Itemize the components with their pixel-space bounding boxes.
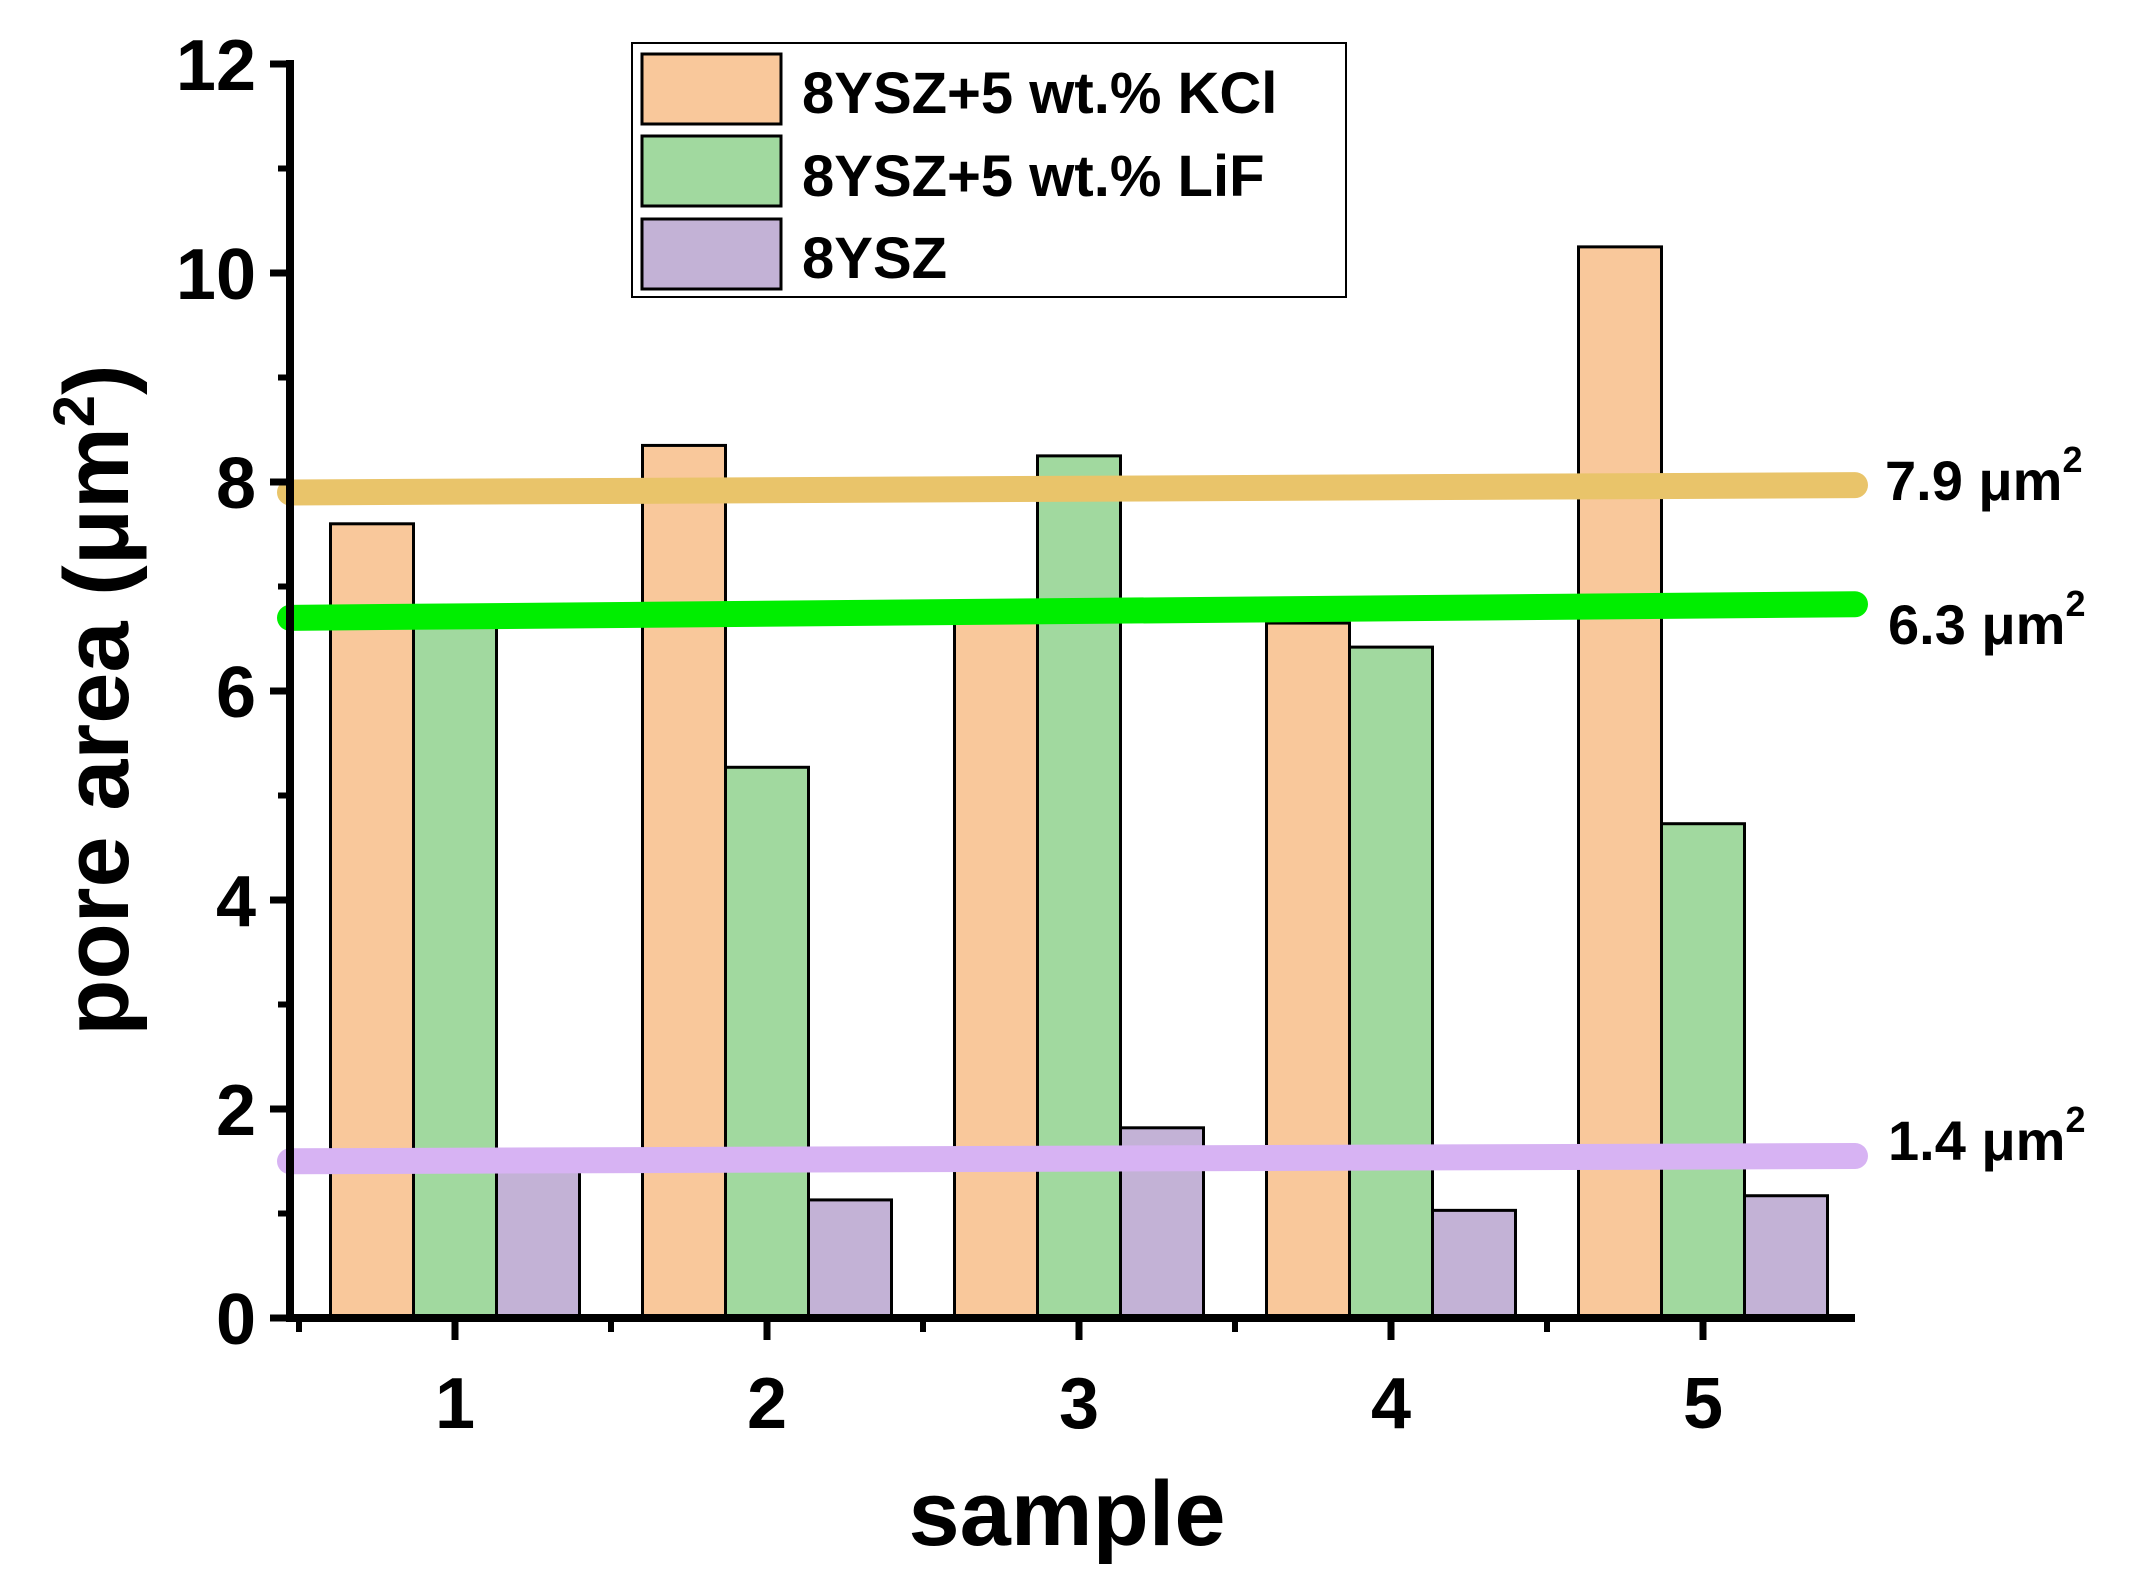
x-tick-label-4: 4 xyxy=(1371,1364,1411,1444)
y-tick-label-8: 8 xyxy=(216,444,256,524)
x-tick-label-1: 1 xyxy=(435,1364,475,1444)
bar-8ysz-sample-4 xyxy=(1431,1208,1517,1320)
legend-swatch-8ysz xyxy=(640,217,783,291)
bar-kcl-sample-4 xyxy=(1265,621,1351,1320)
y-tick-label-0: 0 xyxy=(216,1280,256,1360)
bar-lif-sample-2 xyxy=(724,765,810,1320)
x-tick-label-5: 5 xyxy=(1683,1364,1723,1444)
avg-label-8ysz: 1.4 μm2 xyxy=(1888,1099,2086,1172)
y-tick-label-10: 10 xyxy=(176,235,256,315)
bar-kcl-sample-3 xyxy=(953,616,1039,1320)
bar-kcl-sample-1 xyxy=(329,522,415,1320)
average-line-kcl xyxy=(277,472,1868,506)
legend-label-kcl: 8YSZ+5 wt.% KCl xyxy=(802,61,1277,126)
legend-swatch-lif xyxy=(640,134,783,208)
y-tick-label-4: 4 xyxy=(216,862,256,942)
avg-label-lif: 6.3 μm2 xyxy=(1888,583,2086,656)
y-axis-title-close: ) xyxy=(46,364,148,395)
average-labels: 7.9 μm2 6.3 μm2 1.4 μm2 xyxy=(1885,439,2086,1172)
legend-label-8ysz: 8YSZ xyxy=(802,226,947,291)
y-tick-label-12: 12 xyxy=(176,26,256,106)
legend: 8YSZ+5 wt.% KCl 8YSZ+5 wt.% LiF 8YSZ xyxy=(631,42,1347,298)
y-axis-title-main: pore area (μm xyxy=(46,427,148,1036)
legend-label-lif: 8YSZ+5 wt.% LiF xyxy=(802,144,1265,209)
y-tick-label-6: 6 xyxy=(216,653,256,733)
bar-8ysz-sample-2 xyxy=(807,1198,893,1320)
bar-8ysz-sample-5 xyxy=(1743,1194,1829,1320)
bar-kcl-sample-2 xyxy=(641,443,727,1320)
y-tick-label-2: 2 xyxy=(216,1071,256,1151)
legend-swatch-kcl xyxy=(640,52,783,126)
avg-label-kcl: 7.9 μm2 xyxy=(1885,439,2083,512)
bar-8ysz-sample-1 xyxy=(495,1154,581,1320)
y-axis-title-sup: 2 xyxy=(42,395,107,427)
y-axis-title: pore area (μm2) xyxy=(42,364,148,1035)
bar-lif-sample-3 xyxy=(1036,454,1122,1320)
bar-lif-sample-1 xyxy=(412,611,498,1320)
average-lines-layer xyxy=(277,472,1868,1175)
bar-lif-sample-4 xyxy=(1348,645,1434,1320)
average-line-lif xyxy=(277,591,1868,631)
x-tick-label-2: 2 xyxy=(747,1364,787,1444)
x-axis-title: sample xyxy=(908,1463,1225,1565)
average-line-8ysz xyxy=(277,1143,1868,1175)
x-tick-label-3: 3 xyxy=(1059,1364,1099,1444)
bar-lif-sample-5 xyxy=(1660,822,1746,1320)
